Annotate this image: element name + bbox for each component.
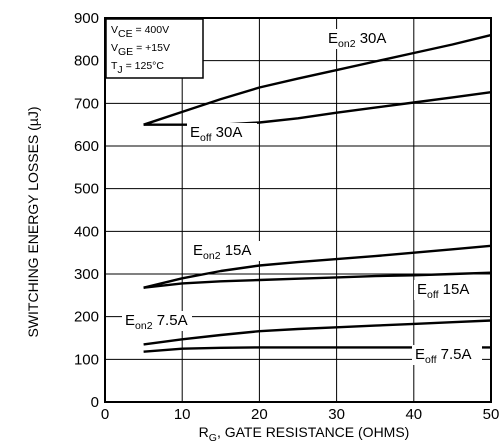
series-line-2 <box>143 244 492 289</box>
plot-frame <box>104 17 492 403</box>
series-label-bg <box>190 241 260 261</box>
series-line-3 <box>143 271 492 289</box>
axis-titles: RG, GATE RESISTANCE (OHMS) SWITCHING ENER… <box>25 106 409 443</box>
condition-line: TJ = 125°C <box>111 60 164 76</box>
conditions-box: VCE = 400V VGE = +15V TJ = 125°C <box>105 18 204 79</box>
series-label-3: Eoff 15A <box>417 281 469 301</box>
series-label-bg <box>325 29 395 49</box>
y-tick-label: 700 <box>74 95 99 112</box>
series-label-bg <box>187 123 257 143</box>
series-line-0 <box>143 33 492 126</box>
y-tick-labels: 0 100 200 300 400 500 600 700 800 900 <box>74 10 99 411</box>
series-labels: Eon2 30A Eoff 30A Eon2 15A Eoff 15A Eon2 7.5… <box>122 29 484 366</box>
x-axis-title: RG, GATE RESISTANCE (OHMS) <box>199 424 410 443</box>
x-tick-label: 0 <box>101 406 109 423</box>
x-tick-label: 10 <box>174 406 191 423</box>
y-tick-label: 100 <box>74 351 99 368</box>
series-label-2: Eon2 15A <box>193 242 251 262</box>
x-tick-label: 20 <box>251 406 268 423</box>
series-label-bg <box>122 311 192 331</box>
series-label-0: Eon2 30A <box>328 30 386 50</box>
series-label-5: Eoff 7.5A <box>415 346 472 366</box>
series-label-bg <box>414 280 484 300</box>
y-tick-label: 0 <box>91 394 99 411</box>
y-tick-label: 400 <box>74 223 99 240</box>
series-label-4: Eon2 7.5A <box>125 312 188 332</box>
condition-line: VGE = +15V <box>111 42 170 58</box>
x-tick-label: 30 <box>328 406 345 423</box>
y-tick-label: 600 <box>74 138 99 155</box>
y-tick-label: 200 <box>74 309 99 326</box>
x-tick-label: 40 <box>405 406 422 423</box>
plot-border <box>104 17 492 403</box>
y-tick-label: 800 <box>74 53 99 70</box>
x-tick-labels: 0 10 20 30 40 50 <box>101 406 500 423</box>
y-tick-label: 300 <box>74 266 99 283</box>
condition-line: VCE = 400V <box>111 24 169 40</box>
y-tick-label: 900 <box>74 10 99 27</box>
y-axis-title: SWITCHING ENERGY LOSSES (µJ) <box>25 106 41 337</box>
y-tick-label: 500 <box>74 181 99 198</box>
series-line-4 <box>143 319 492 346</box>
series-label-bg <box>412 345 482 365</box>
x-tick-label: 50 <box>483 406 500 423</box>
series-label-1: Eoff 30A <box>190 124 242 144</box>
series-lines <box>143 33 492 353</box>
conditions-box-frame <box>105 18 204 79</box>
